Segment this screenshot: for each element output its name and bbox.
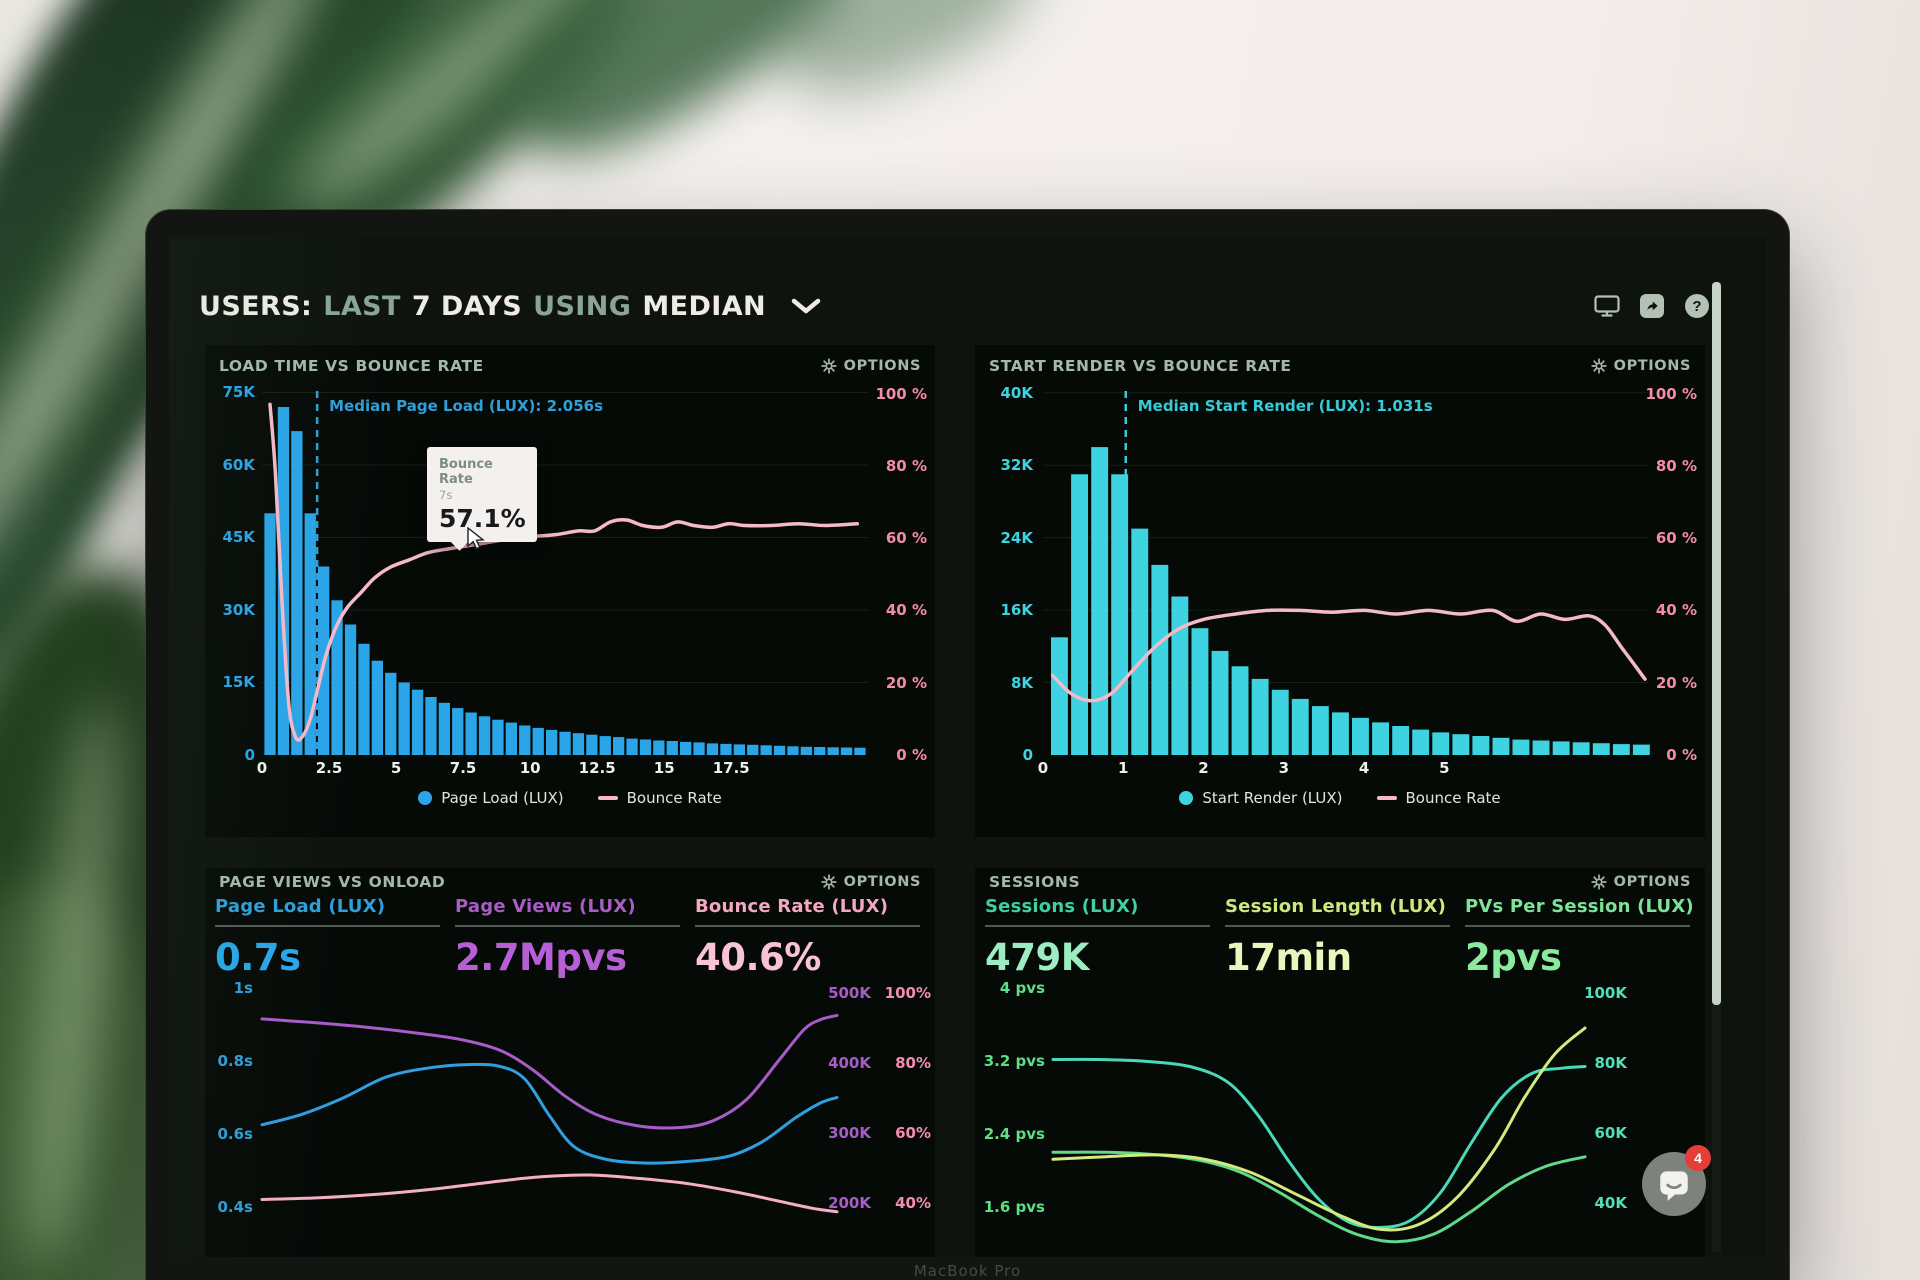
chevron-down-icon bbox=[791, 298, 821, 314]
metric-underline bbox=[1465, 925, 1690, 927]
panel-header: SESSIONS OPTIONS bbox=[975, 868, 1705, 896]
options-button[interactable]: OPTIONS bbox=[1590, 358, 1691, 374]
display-icon[interactable] bbox=[1594, 293, 1620, 319]
metric-value: 479K bbox=[985, 936, 1089, 979]
panel-header: START RENDER VS BOUNCE RATE OPTIONS bbox=[975, 345, 1705, 387]
gear-icon bbox=[820, 358, 837, 374]
device-label: MacBook Pro bbox=[913, 1262, 1022, 1280]
options-button[interactable]: OPTIONS bbox=[1590, 874, 1691, 890]
chart-canvas-load-time[interactable] bbox=[205, 345, 935, 837]
options-button[interactable]: OPTIONS bbox=[820, 874, 921, 890]
chart-canvas-start-render[interactable] bbox=[975, 345, 1705, 837]
options-label: OPTIONS bbox=[1613, 874, 1691, 890]
metric-column: Sessions (LUX) 479K bbox=[985, 896, 1225, 979]
dashboard-header: USERS: LAST 7 DAYS USING MEDIAN bbox=[199, 283, 1710, 329]
metric-value: 2pvs bbox=[1465, 936, 1562, 979]
histogram-bars bbox=[1051, 447, 1650, 755]
metric-column: Bounce Rate (LUX) 40.6% bbox=[695, 896, 935, 979]
panel-header: PAGE VIEWS VS ONLOAD OPTIONS bbox=[205, 868, 935, 896]
metric-underline bbox=[695, 925, 920, 927]
metric-value: 2.7Mpvs bbox=[455, 936, 627, 979]
users-period-dropdown[interactable]: USERS: LAST 7 DAYS USING MEDIAN bbox=[199, 291, 821, 322]
chat-widget-button[interactable]: 4 bbox=[1642, 1145, 1711, 1216]
options-label: OPTIONS bbox=[843, 358, 921, 374]
metric-column: Page Views (LUX) 2.7Mpvs bbox=[455, 896, 695, 979]
panel-title: SESSIONS bbox=[989, 873, 1081, 891]
metric-column: Page Load (LUX) 0.7s bbox=[215, 896, 455, 979]
metric-value: 40.6% bbox=[695, 936, 821, 979]
histogram-bars bbox=[264, 407, 866, 755]
header-icon-group: ? bbox=[1594, 293, 1710, 319]
metric-label: PVs Per Session (LUX) bbox=[1465, 896, 1694, 917]
chart-canvas-page-views[interactable] bbox=[205, 868, 935, 1257]
series-line bbox=[268, 402, 860, 742]
gear-icon bbox=[1590, 874, 1607, 890]
panel-page-views-vs-onload: PAGE VIEWS VS ONLOAD OPTIONS Page Load (… bbox=[205, 868, 935, 1257]
series-line bbox=[260, 1062, 839, 1165]
page-title: USERS: LAST 7 DAYS USING MEDIAN bbox=[199, 290, 766, 322]
metric-summary-row: Page Load (LUX) 0.7s Page Views (LUX) 2.7Mp… bbox=[215, 896, 935, 979]
options-button[interactable]: OPTIONS bbox=[820, 358, 921, 374]
series-line bbox=[1051, 1026, 1587, 1232]
series-line bbox=[260, 1013, 839, 1130]
metric-summary-row: Sessions (LUX) 479K Session Length (LUX) 17… bbox=[985, 896, 1705, 979]
series-line bbox=[1050, 608, 1647, 703]
metric-underline bbox=[215, 925, 440, 927]
metric-underline bbox=[455, 925, 680, 927]
metric-label: Bounce Rate (LUX) bbox=[695, 896, 889, 917]
share-icon[interactable] bbox=[1639, 293, 1665, 319]
metric-label: Session Length (LUX) bbox=[1225, 896, 1447, 917]
panel-sessions: SESSIONS OPTIONS Sessions (LUX) 479K Sessi… bbox=[975, 868, 1705, 1257]
scrollbar-thumb[interactable] bbox=[1712, 282, 1721, 1005]
metric-value: 17min bbox=[1225, 936, 1352, 979]
panel-title: START RENDER VS BOUNCE RATE bbox=[989, 357, 1292, 375]
metric-underline bbox=[985, 925, 1210, 927]
metric-column: PVs Per Session (LUX) 2pvs bbox=[1465, 896, 1705, 979]
metric-underline bbox=[1225, 925, 1450, 927]
chart-canvas-sessions[interactable] bbox=[975, 868, 1705, 1257]
chat-unread-badge: 4 bbox=[1685, 1145, 1711, 1171]
panel-start-render-vs-bounce-rate: START RENDER VS BOUNCE RATE OPTIONS 40K 3… bbox=[975, 345, 1705, 837]
leaf-shape bbox=[755, 0, 1055, 120]
series-line bbox=[1051, 1057, 1587, 1230]
metric-value: 0.7s bbox=[215, 936, 301, 979]
panel-header: LOAD TIME VS BOUNCE RATE OPTIONS bbox=[205, 345, 935, 387]
metric-label: Page Views (LUX) bbox=[455, 896, 636, 917]
panel-title: LOAD TIME VS BOUNCE RATE bbox=[219, 357, 484, 375]
dashboard-screen: USERS: LAST 7 DAYS USING MEDIAN bbox=[169, 237, 1766, 1257]
help-icon[interactable]: ? bbox=[1684, 293, 1710, 319]
gear-icon bbox=[820, 874, 837, 890]
metric-label: Page Load (LUX) bbox=[215, 896, 386, 917]
chat-bubble-icon bbox=[1660, 1171, 1688, 1201]
series-line bbox=[260, 1173, 839, 1214]
metric-label: Sessions (LUX) bbox=[985, 896, 1139, 917]
options-label: OPTIONS bbox=[1613, 358, 1691, 374]
panel-load-time-vs-bounce-rate: LOAD TIME VS BOUNCE RATE OPTIONS 75K 60K 4… bbox=[205, 345, 935, 837]
series-line bbox=[1051, 1150, 1587, 1244]
metric-column: Session Length (LUX) 17min bbox=[1225, 896, 1465, 979]
panel-title: PAGE VIEWS VS ONLOAD bbox=[219, 873, 446, 891]
options-label: OPTIONS bbox=[843, 874, 921, 890]
gear-icon bbox=[1590, 358, 1607, 374]
